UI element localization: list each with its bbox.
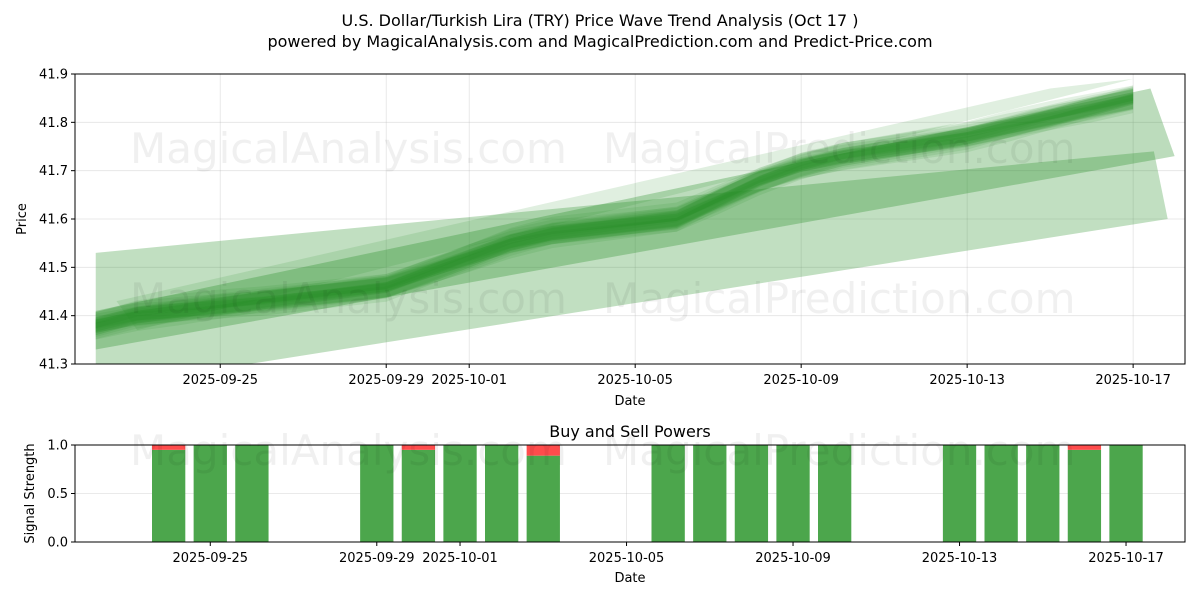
wave-band bbox=[95, 94, 1134, 329]
wave-band bbox=[95, 87, 1134, 330]
watermark-text: MagicalAnalysis.com bbox=[130, 124, 567, 173]
sell-bar bbox=[1067, 445, 1102, 450]
x-axis-label: Date bbox=[614, 394, 645, 409]
wave-band bbox=[95, 87, 1134, 340]
y-axis-label: Price bbox=[15, 203, 30, 235]
sell-bar bbox=[152, 445, 186, 450]
buy-bar bbox=[152, 449, 186, 542]
price-wave-chart: 41.3 41.4 41.5 41.6 41.7 41.8 41.9 2025-09-25 20… bbox=[15, 68, 1186, 409]
buy-bar bbox=[485, 445, 519, 542]
x-tick-label: 2025-10-01 bbox=[422, 551, 498, 566]
wave-band bbox=[95, 88, 1134, 340]
y-tick-label: 41.6 bbox=[39, 213, 68, 228]
buy-bar bbox=[360, 445, 394, 542]
x-tick-label: 2025-10-01 bbox=[431, 373, 507, 388]
x-tick-label: 2025-10-05 bbox=[589, 551, 665, 566]
x-tick-label: 2025-09-25 bbox=[173, 551, 249, 566]
wave-envelope bbox=[95, 151, 1168, 364]
buy-bar bbox=[235, 445, 269, 542]
x-tick-label: 2025-10-05 bbox=[597, 373, 673, 388]
x-tick-label: 2025-10-17 bbox=[1095, 373, 1171, 388]
wave-envelope bbox=[116, 78, 1134, 331]
buy-bar bbox=[1026, 445, 1060, 542]
wave-band bbox=[95, 85, 1134, 333]
buy-bar bbox=[818, 445, 852, 542]
buy-bar bbox=[984, 445, 1018, 542]
sell-bar bbox=[526, 445, 560, 456]
wave-envelope bbox=[95, 88, 1175, 350]
y-tick-label: 0.5 bbox=[47, 487, 68, 502]
chart-subtitle: powered by MagicalAnalysis.com and Magic… bbox=[267, 32, 932, 51]
y-tick-label: 0.0 bbox=[47, 536, 68, 551]
y-tick-label: 41.9 bbox=[39, 68, 68, 83]
sell-bar bbox=[401, 445, 436, 450]
y-tick-label: 41.3 bbox=[39, 358, 68, 373]
x-tick-label: 2025-09-29 bbox=[348, 373, 424, 388]
x-tick-label: 2025-10-13 bbox=[929, 373, 1005, 388]
buy-bar bbox=[942, 445, 977, 542]
watermark-text: MagicalPrediction.com bbox=[603, 274, 1076, 323]
buy-sell-chart: 0.0 0.5 1.0 2025-09-25 2025-09-29 2025-10-01 2… bbox=[23, 422, 1186, 586]
wave-band bbox=[95, 95, 1134, 336]
watermark-text: MagicalPrediction.com bbox=[603, 426, 1076, 475]
y-tick-label: 41.7 bbox=[39, 164, 68, 179]
x-tick-label: 2025-10-17 bbox=[1088, 551, 1164, 566]
chart-title: U.S. Dollar/Turkish Lira (TRY) Price Wav… bbox=[342, 11, 859, 30]
watermark-layer: MagicalAnalysis.com MagicalAnalysis.com Ma… bbox=[130, 124, 1076, 475]
buy-bar bbox=[1109, 445, 1143, 542]
x-tick-label: 2025-10-13 bbox=[922, 551, 998, 566]
x-axis-label: Date bbox=[614, 571, 645, 586]
wave-band bbox=[95, 97, 1134, 329]
buy-bar bbox=[693, 445, 727, 542]
wave-band bbox=[95, 85, 1134, 336]
buy-bar bbox=[526, 455, 560, 542]
y-tick-label: 41.4 bbox=[39, 309, 68, 324]
buy-bar bbox=[443, 445, 477, 542]
wave-band bbox=[95, 89, 1134, 332]
wave-band bbox=[95, 93, 1134, 333]
wave-band bbox=[95, 94, 1134, 334]
buy-bar bbox=[734, 445, 769, 542]
y-tick-label: 41.5 bbox=[39, 261, 68, 276]
buy-bar bbox=[776, 445, 810, 542]
watermark-text: MagicalPrediction.com bbox=[603, 124, 1076, 173]
wave-band bbox=[95, 88, 1134, 337]
wave-band bbox=[95, 89, 1134, 332]
y-tick-label: 41.8 bbox=[39, 116, 68, 131]
y-axis-label: Signal Strength bbox=[23, 443, 38, 543]
watermark-text: MagicalAnalysis.com bbox=[130, 426, 567, 475]
x-tick-label: 2025-09-25 bbox=[182, 373, 258, 388]
x-tick-label: 2025-10-09 bbox=[763, 373, 839, 388]
wave-layer bbox=[95, 78, 1175, 364]
x-tick-label: 2025-09-29 bbox=[339, 551, 415, 566]
wave-band bbox=[95, 93, 1134, 324]
subplot-title: Buy and Sell Powers bbox=[549, 422, 711, 441]
x-tick-label: 2025-10-09 bbox=[755, 551, 831, 566]
watermark-text: MagicalAnalysis.com bbox=[130, 274, 567, 323]
buy-bar bbox=[651, 445, 685, 542]
y-tick-label: 1.0 bbox=[47, 439, 68, 454]
buy-bar bbox=[193, 445, 227, 542]
buy-bar bbox=[1067, 449, 1102, 542]
buy-bar bbox=[401, 449, 436, 542]
